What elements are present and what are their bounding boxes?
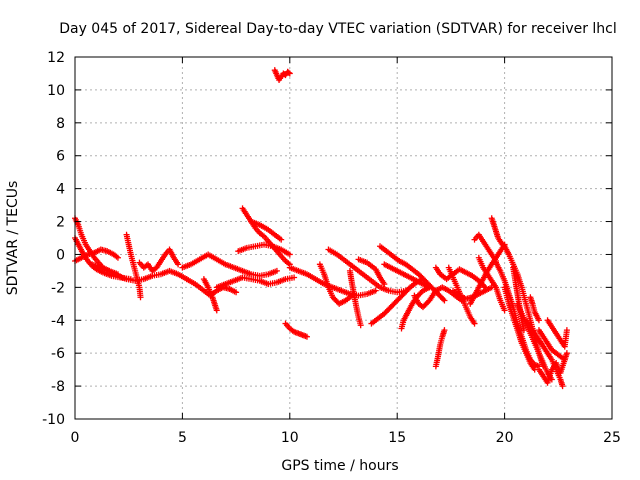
y-tick-label: -8 — [51, 379, 65, 395]
data-point — [559, 383, 566, 390]
series-tr15 — [282, 320, 310, 340]
series-tr42 — [535, 350, 570, 386]
series-tr03 — [72, 246, 121, 265]
data-point — [440, 296, 447, 303]
series-tr19 — [346, 267, 364, 329]
series-tr06 — [136, 246, 182, 274]
data-point — [233, 289, 240, 296]
series-tr11 — [239, 205, 293, 268]
data-point — [175, 261, 182, 268]
y-tick-label: 8 — [56, 116, 65, 132]
series-tr32 — [475, 254, 508, 314]
axes: 0 5 10 15 20 25 -10 -8 -6 -4 -2 0 2 4 6 8 10 12 — [42, 50, 621, 446]
series-tr37 — [514, 300, 555, 383]
series-tr12 — [248, 218, 285, 243]
data-point — [471, 320, 478, 327]
data-point — [286, 70, 293, 77]
data-point — [285, 69, 292, 76]
series-tr09 — [200, 276, 220, 314]
data-point — [381, 281, 388, 288]
series-tr31 — [471, 231, 500, 265]
series-tr23 — [368, 276, 426, 327]
grid — [75, 57, 612, 419]
x-tick-label: 15 — [388, 430, 406, 446]
chart-title: Day 045 of 2017, Sidereal Day-to-day VTE… — [59, 21, 617, 37]
data-point — [357, 322, 364, 329]
y-tick-label: 10 — [47, 83, 65, 99]
series-tr39 — [527, 294, 542, 324]
series-tr41 — [544, 317, 570, 350]
x-tick-label: 10 — [281, 430, 299, 446]
y-tick-label: 12 — [47, 50, 65, 66]
y-axis-label: SDTVAR / TECUs — [5, 181, 21, 296]
data-point — [426, 284, 433, 291]
series-tr18 — [325, 246, 409, 296]
data-point — [372, 287, 379, 294]
series-tr04 — [89, 261, 190, 284]
data-point — [273, 267, 280, 274]
series-tr13 — [235, 241, 293, 258]
data-point — [535, 317, 542, 324]
series-tr07 — [179, 251, 280, 279]
data-point — [419, 276, 426, 283]
data-point — [563, 327, 570, 334]
x-tick-label: 5 — [178, 430, 187, 446]
series-tr29 — [450, 284, 495, 302]
data-point — [441, 297, 448, 304]
plot-frame — [74, 56, 613, 420]
data-point — [303, 333, 310, 340]
y-tick-label: -2 — [51, 280, 65, 296]
y-tick-label: 4 — [56, 182, 65, 198]
y-tick-label: -10 — [42, 412, 65, 428]
x-axis-label: GPS time / hours — [281, 458, 398, 474]
y-tick-label: 2 — [56, 215, 65, 231]
x-tick-label: 0 — [71, 430, 80, 446]
data-point — [563, 350, 570, 357]
plot-area — [72, 67, 570, 390]
y-tick-label: 0 — [56, 247, 65, 263]
data-point — [278, 236, 285, 243]
y-tick-label: 6 — [56, 149, 65, 165]
data-point — [286, 251, 293, 258]
series-tr14 — [271, 67, 293, 84]
y-tick-label: -4 — [51, 313, 65, 329]
data-point — [441, 327, 448, 334]
data-point — [114, 254, 121, 261]
series-tr05 — [123, 231, 144, 301]
data-point — [520, 327, 527, 334]
series-tr21 — [377, 243, 448, 304]
series-tr20 — [355, 256, 388, 288]
x-tick-label: 20 — [496, 430, 514, 446]
series-tr26 — [432, 327, 448, 370]
data-point — [291, 274, 298, 281]
series-tr10 — [213, 274, 298, 291]
data-point — [137, 294, 144, 301]
data-point — [213, 307, 220, 314]
series-tr35 — [501, 284, 538, 373]
data-point — [501, 307, 508, 314]
y-tick-label: -6 — [51, 346, 65, 362]
x-tick-label: 25 — [603, 430, 621, 446]
